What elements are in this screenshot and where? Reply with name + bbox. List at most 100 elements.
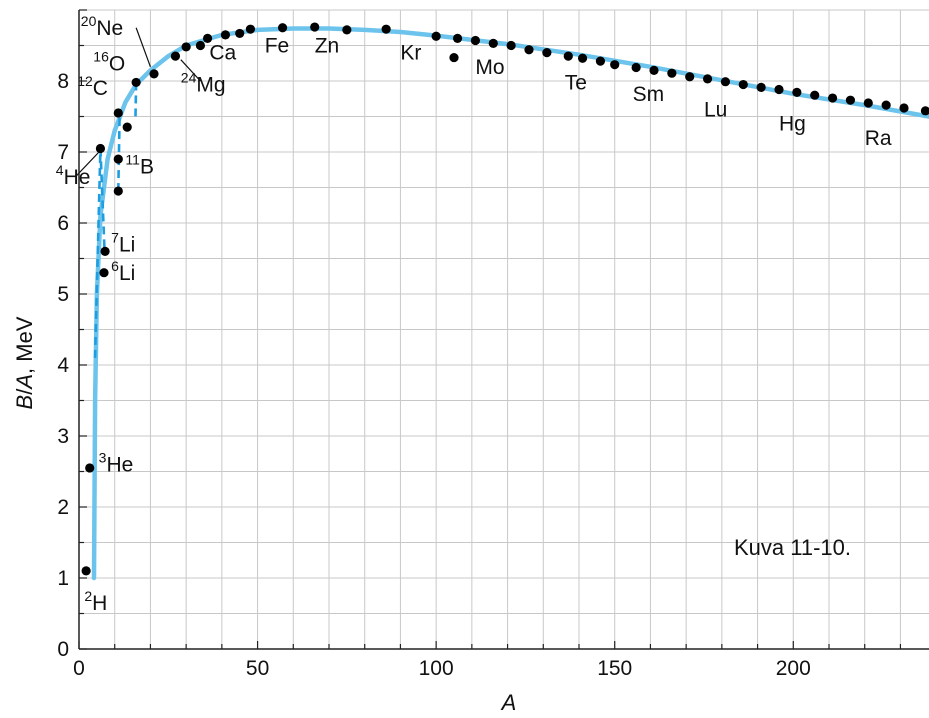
data-point xyxy=(702,74,713,84)
y-tick-label: 5 xyxy=(57,283,69,306)
x-tick-label: 200 xyxy=(776,657,811,680)
nuclide-label: 7Li xyxy=(111,229,135,256)
data-point xyxy=(235,28,245,39)
nuclide-label: 20Ne xyxy=(81,13,123,40)
data-point xyxy=(449,52,459,63)
element-symbol: C xyxy=(93,77,108,100)
element-symbol: Mg xyxy=(196,74,225,97)
x-tick-label: 150 xyxy=(597,657,632,680)
element-symbol: Li xyxy=(119,262,135,285)
light-nuclei-dashed-line xyxy=(99,148,107,256)
curves xyxy=(91,26,929,581)
element-symbol: Sm xyxy=(633,83,665,106)
data-point xyxy=(720,77,731,87)
data-point xyxy=(881,100,891,110)
leader-line xyxy=(135,27,151,68)
mass-number-superscript: 4 xyxy=(56,162,64,178)
data-point xyxy=(631,62,641,73)
data-point xyxy=(595,56,606,66)
x-tick-label: 100 xyxy=(419,657,454,680)
y-axis-title-a: A xyxy=(12,374,37,391)
x-tick-label: 50 xyxy=(246,657,269,680)
nuclide-label: Te xyxy=(565,72,587,95)
mass-number-superscript: 7 xyxy=(111,229,119,245)
y-axis-title: B/A, MeV xyxy=(12,316,37,409)
element-symbol: Mo xyxy=(475,56,504,79)
data-point xyxy=(195,40,206,51)
y-axis-title-slash: / xyxy=(12,388,37,395)
mass-number-superscript: 2 xyxy=(84,588,92,604)
element-symbol: B xyxy=(140,155,154,178)
y-tick-label: 0 xyxy=(57,638,69,661)
data-point xyxy=(563,51,573,61)
data-point xyxy=(899,103,909,113)
data-point xyxy=(170,51,181,61)
mass-number-superscript: 24 xyxy=(181,70,197,86)
leader-line xyxy=(180,59,201,82)
nuclide-label: 11B xyxy=(125,151,154,178)
mass-number-superscript: 11 xyxy=(125,151,140,167)
data-point xyxy=(827,93,838,103)
grid xyxy=(79,9,929,649)
data-points xyxy=(81,22,929,576)
data-point xyxy=(845,95,856,105)
nuclide-label: Fe xyxy=(265,35,290,58)
nuclide-label: Ca xyxy=(209,42,236,65)
nuclide-label: 6Li xyxy=(111,258,135,285)
element-symbol: O xyxy=(109,52,125,75)
element-symbol: He xyxy=(106,454,133,477)
mass-number-superscript: 6 xyxy=(111,258,119,274)
y-tick-label: 6 xyxy=(57,212,69,235)
data-point xyxy=(100,246,110,256)
data-point xyxy=(113,154,123,164)
binding-energy-curve xyxy=(91,26,929,581)
nuclide-label: 12C xyxy=(77,73,108,100)
nuclide-label: Lu xyxy=(704,99,727,122)
element-symbol: Lu xyxy=(704,99,727,122)
data-point xyxy=(524,45,534,55)
data-point xyxy=(920,106,929,116)
data-point xyxy=(810,90,820,100)
data-point xyxy=(506,40,516,51)
y-tick-label: 4 xyxy=(57,354,69,377)
y-axis-title-unit: , MeV xyxy=(12,316,37,374)
x-axis-title: A xyxy=(500,690,517,715)
data-point xyxy=(113,108,123,118)
data-point xyxy=(342,25,352,35)
data-point xyxy=(577,53,588,63)
data-point xyxy=(452,33,463,44)
nuclide-label: Mo xyxy=(475,56,504,79)
data-point xyxy=(149,69,159,79)
nuclide-label: Ra xyxy=(865,127,892,150)
element-symbol: He xyxy=(64,166,91,189)
data-point xyxy=(738,79,748,90)
data-point xyxy=(310,22,320,32)
nuclide-label: Hg xyxy=(779,113,806,136)
data-point xyxy=(649,65,659,75)
data-point xyxy=(667,68,677,78)
data-point xyxy=(774,84,784,95)
data-point xyxy=(245,24,256,34)
mass-number-superscript: 20 xyxy=(81,13,97,29)
data-point xyxy=(85,463,95,473)
data-point xyxy=(488,38,498,48)
element-symbol: Ca xyxy=(209,42,236,65)
data-point xyxy=(792,87,802,97)
data-point xyxy=(542,48,552,58)
data-point xyxy=(202,33,213,44)
nuclide-label: 24Mg xyxy=(181,70,226,97)
element-symbol: H xyxy=(92,592,107,615)
y-tick-label: 2 xyxy=(57,496,69,519)
data-point xyxy=(470,35,481,46)
data-point xyxy=(685,72,695,82)
element-symbol: Ne xyxy=(96,17,123,40)
nuclide-label: 16O xyxy=(93,48,125,75)
element-symbol: Zn xyxy=(315,35,340,58)
y-tick-label: 7 xyxy=(57,141,69,164)
light-nuclei-dashed-line xyxy=(134,82,138,121)
element-symbol: Te xyxy=(565,72,587,95)
data-point xyxy=(95,143,106,154)
